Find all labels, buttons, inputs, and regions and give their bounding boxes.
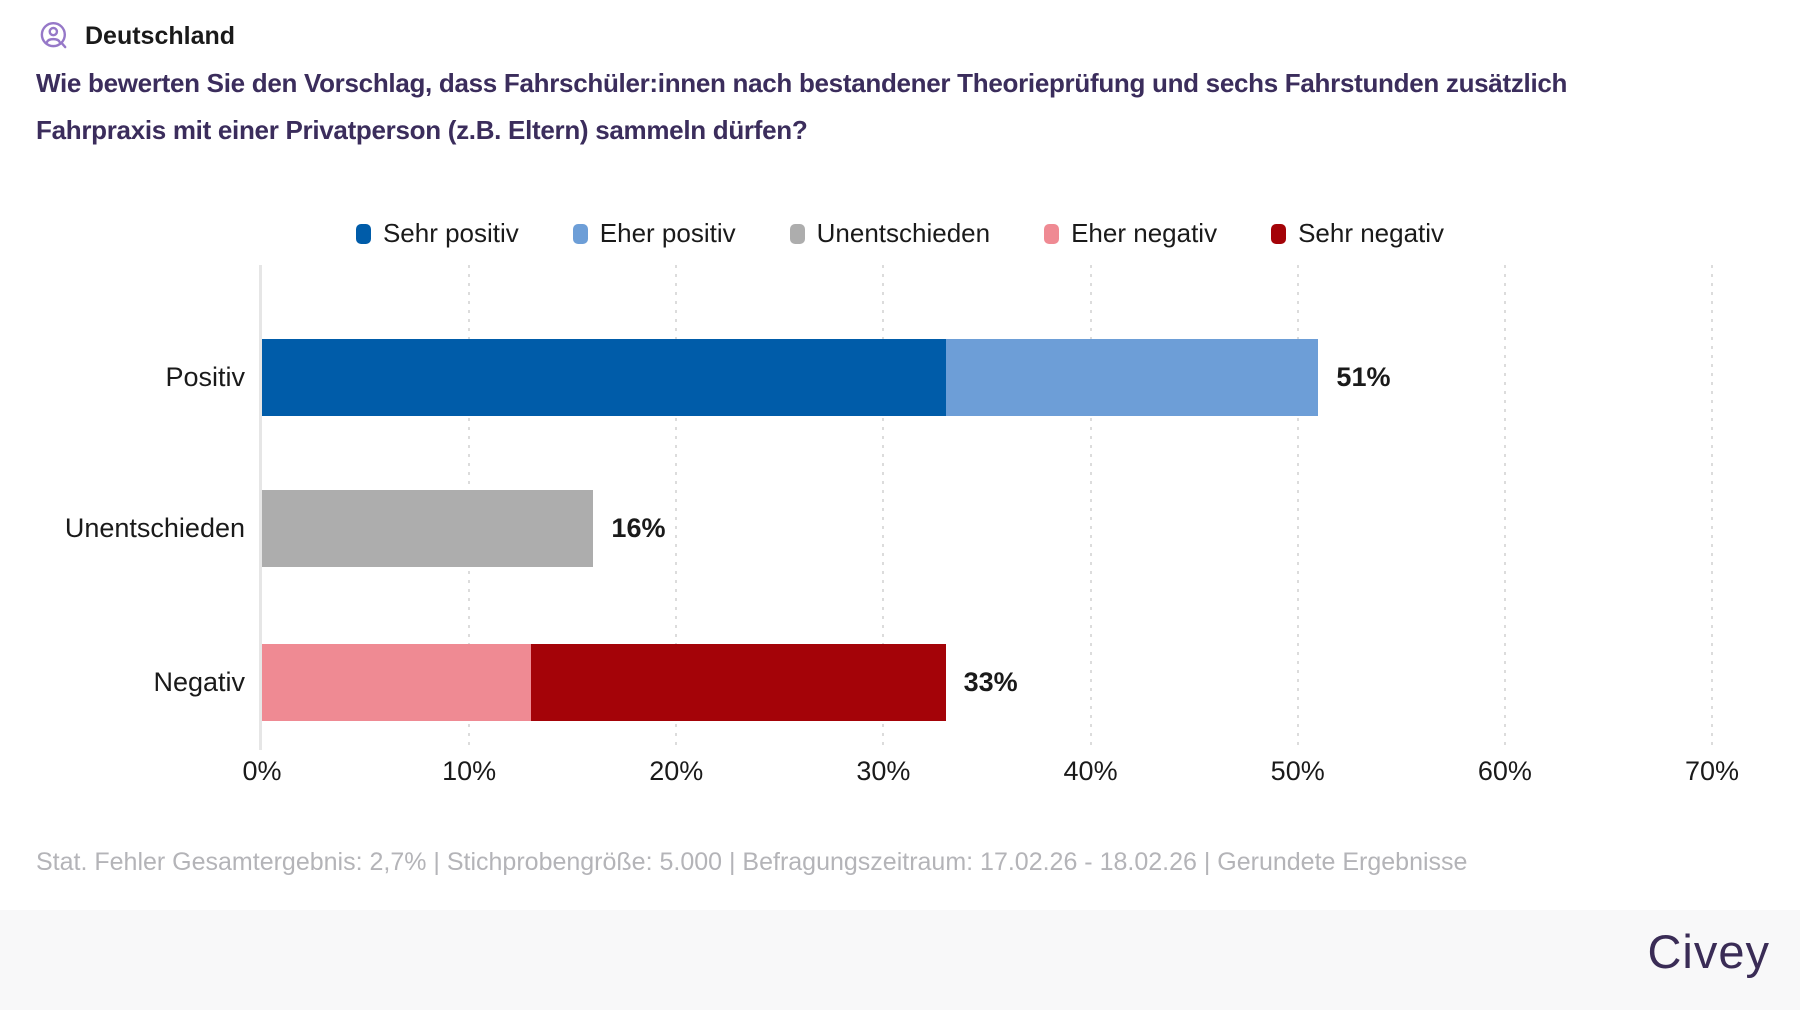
legend-item: Unentschieden	[789, 218, 991, 249]
x-tick-label: 70%	[1684, 756, 1740, 786]
legend-label: Eher positiv	[599, 218, 736, 248]
legend-item: Eher positiv	[572, 218, 736, 249]
legend: Sehr positiv Eher positiv Unentschieden Ehe…	[0, 218, 1800, 249]
gridline	[675, 265, 678, 750]
gridline	[1089, 265, 1092, 750]
gridline	[1503, 265, 1506, 750]
category-label: Positiv	[165, 362, 245, 392]
x-axis: 0% 10% 20% 30% 40% 50% 60% 70%	[242, 756, 1739, 796]
x-tick-label: 10%	[442, 756, 497, 786]
gridline	[1296, 265, 1299, 750]
category-label: Negativ	[153, 667, 245, 697]
bar-total-label: 33%	[963, 667, 1018, 697]
category-labels: Positiv Unentschieden Negativ	[0, 265, 245, 750]
category-label: Unentschieden	[64, 513, 245, 543]
legend-swatch	[1271, 223, 1287, 244]
region-header: Deutschland	[38, 20, 235, 52]
region-label: Deutschland	[85, 21, 236, 50]
y-axis-line	[259, 265, 262, 750]
bar-segment	[262, 339, 946, 416]
bar-row	[262, 490, 1712, 567]
bar-row	[262, 339, 1712, 416]
x-tick-label: 0%	[242, 756, 282, 786]
poll-question: Wie bewerten Sie den Vorschlag, dass Fah…	[36, 68, 1568, 145]
legend-swatch	[572, 223, 588, 244]
bar-total-label: 51%	[1336, 362, 1391, 392]
legend-swatch	[355, 223, 371, 244]
legend-label: Eher negativ	[1071, 218, 1218, 248]
gridline	[1711, 265, 1713, 750]
x-tick-label: 40%	[1063, 756, 1118, 786]
legend-label: Sehr negativ	[1298, 218, 1445, 248]
legend-swatch	[789, 223, 805, 244]
bar-segment	[531, 644, 946, 721]
x-tick-label: 60%	[1477, 756, 1532, 786]
civey-logo: Civey	[1647, 925, 1770, 978]
x-tick-label: 20%	[649, 756, 704, 786]
x-tick-label: 50%	[1270, 756, 1325, 786]
plot-area: 51% 16% 33%	[259, 265, 1713, 750]
bar-segment	[262, 644, 532, 721]
legend-item: Eher negativ	[1044, 218, 1217, 249]
bar-total-label: 16%	[611, 513, 666, 543]
legend-swatch	[1044, 223, 1060, 244]
legend-item: Sehr negativ	[1271, 218, 1444, 249]
legend-item: Sehr positiv	[355, 218, 519, 249]
legend-label: Unentschieden	[816, 218, 991, 248]
bar-segment	[945, 339, 1319, 416]
bar-segment	[262, 490, 594, 567]
legend-label: Sehr positiv	[382, 218, 519, 248]
person-in-circle-icon	[40, 21, 67, 49]
gridline	[882, 265, 885, 750]
bar-row	[262, 644, 1712, 721]
x-tick-label: 30%	[856, 756, 911, 786]
methodology-note: Stat. Fehler Gesamtergebnis: 2,7% | Stic…	[36, 848, 1468, 876]
footer-band: Civey	[0, 910, 1800, 1010]
